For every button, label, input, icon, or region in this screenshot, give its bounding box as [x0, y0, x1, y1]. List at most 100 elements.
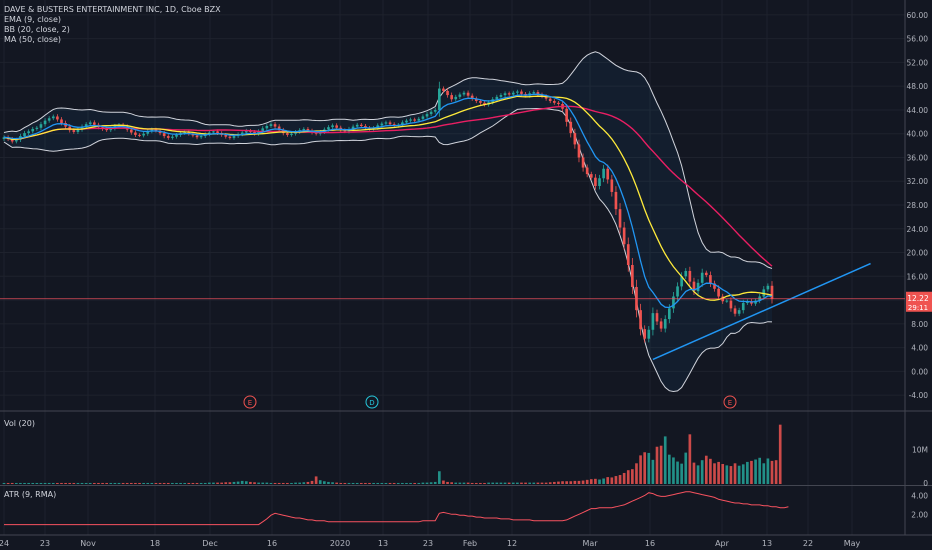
candle-body [109, 128, 113, 131]
candle-body [224, 134, 228, 137]
ma-legend[interactable]: MA (50, close) [4, 35, 62, 44]
candle-body [511, 92, 515, 95]
volume-bar [244, 481, 248, 484]
candle-body [704, 272, 708, 276]
volume-bar [286, 482, 289, 484]
candle-body [413, 119, 417, 121]
event-marker [243, 395, 257, 409]
candle-body [175, 134, 178, 137]
x-tick-label: 2020 [330, 539, 350, 548]
atr-indicator-label[interactable]: ATR (9, RMA) [4, 490, 57, 499]
volume-bar [450, 482, 453, 484]
volume-bar [175, 482, 178, 484]
candle-body [700, 272, 704, 283]
candle-body [31, 128, 35, 132]
volume-bar [121, 482, 125, 484]
candle-body [290, 133, 293, 135]
candle-body [376, 125, 380, 128]
volume-bar [359, 482, 363, 484]
volume-bar [606, 477, 610, 484]
volume-bar [39, 482, 43, 484]
volume-bar [516, 482, 519, 484]
y-tick-label: 60.00 [907, 11, 929, 20]
y-tick-label: 48.00 [907, 82, 929, 91]
volume-bar [774, 460, 778, 484]
volume-bar [294, 482, 297, 484]
volume-bar [72, 482, 76, 484]
candle-body [557, 102, 560, 104]
candle-body [134, 132, 137, 135]
candle-body [651, 313, 655, 330]
symbol-title[interactable]: DAVE & BUSTERS ENTERTAINMENT INC, 1D, Cb… [4, 5, 221, 14]
volume-bar [171, 482, 174, 484]
candle-body [216, 131, 219, 134]
volume-bar [651, 459, 655, 484]
volume-bar [618, 475, 622, 484]
candle-body [384, 122, 388, 124]
ema-legend[interactable]: EMA (9, close) [4, 15, 61, 24]
volume-bar [191, 482, 195, 484]
atr-legend: ATR (9, RMA) [4, 490, 56, 500]
volume-bar [97, 482, 100, 484]
volume-bar [187, 482, 191, 484]
bollinger-upper-band [3, 51, 773, 269]
candle-body [684, 270, 688, 277]
event-marker [723, 395, 737, 409]
volume-bar [162, 482, 166, 484]
volume-bar [643, 452, 647, 484]
candle-body [129, 129, 133, 133]
volume-indicator-label[interactable]: Vol (20) [4, 419, 35, 428]
volume-bar [401, 482, 404, 484]
volume-bar [676, 461, 679, 484]
candle-body [659, 321, 663, 329]
volume-bar [228, 482, 232, 484]
volume-bar [195, 482, 199, 484]
volume-bar [257, 482, 260, 484]
bb-legend[interactable]: BB (20, close, 2) [4, 25, 70, 34]
volume-bar [327, 481, 330, 484]
volume-bar [511, 482, 515, 484]
volume-bar [433, 481, 437, 484]
volume-bar [565, 481, 568, 484]
volume-bar [483, 482, 486, 484]
volume-bar [631, 469, 634, 484]
volume-bar [388, 482, 392, 484]
candle-body [142, 133, 145, 136]
candle-body [273, 124, 277, 127]
volume-bar [520, 482, 523, 484]
volume-bar [232, 481, 236, 484]
candle-body [647, 329, 651, 339]
volume-bar [655, 446, 659, 484]
candle-body [10, 139, 14, 142]
volume-bar [544, 482, 548, 484]
volume-bar [302, 482, 306, 484]
volume-bar [766, 458, 770, 484]
y-tick-label: 36.00 [907, 153, 929, 162]
x-tick-label: 22 [803, 539, 813, 548]
candle-body [733, 308, 737, 314]
volume-bar [622, 472, 626, 484]
y-tick-label: 56.00 [907, 35, 929, 44]
volume-bar [532, 482, 536, 484]
candle-body [208, 132, 211, 135]
candle-body [709, 275, 712, 284]
candle-body [105, 128, 109, 131]
candle-body [737, 310, 741, 314]
candle-body [553, 101, 556, 103]
volume-bar [64, 482, 67, 484]
volume-bar [421, 482, 425, 484]
candle-body [729, 300, 733, 309]
volume-bar [68, 482, 72, 484]
volume-bar [323, 481, 326, 484]
trendline [652, 262, 871, 361]
y-tick-label: 16.00 [907, 272, 929, 281]
volume-bar [183, 482, 187, 484]
volume-bar [277, 482, 281, 484]
volume-bar [56, 482, 59, 484]
volume-bar [733, 463, 737, 484]
volume-bar [23, 482, 26, 484]
candle-body [573, 133, 577, 145]
candle-body [138, 134, 141, 136]
candle-body [618, 209, 622, 228]
volume-bar [158, 482, 162, 484]
